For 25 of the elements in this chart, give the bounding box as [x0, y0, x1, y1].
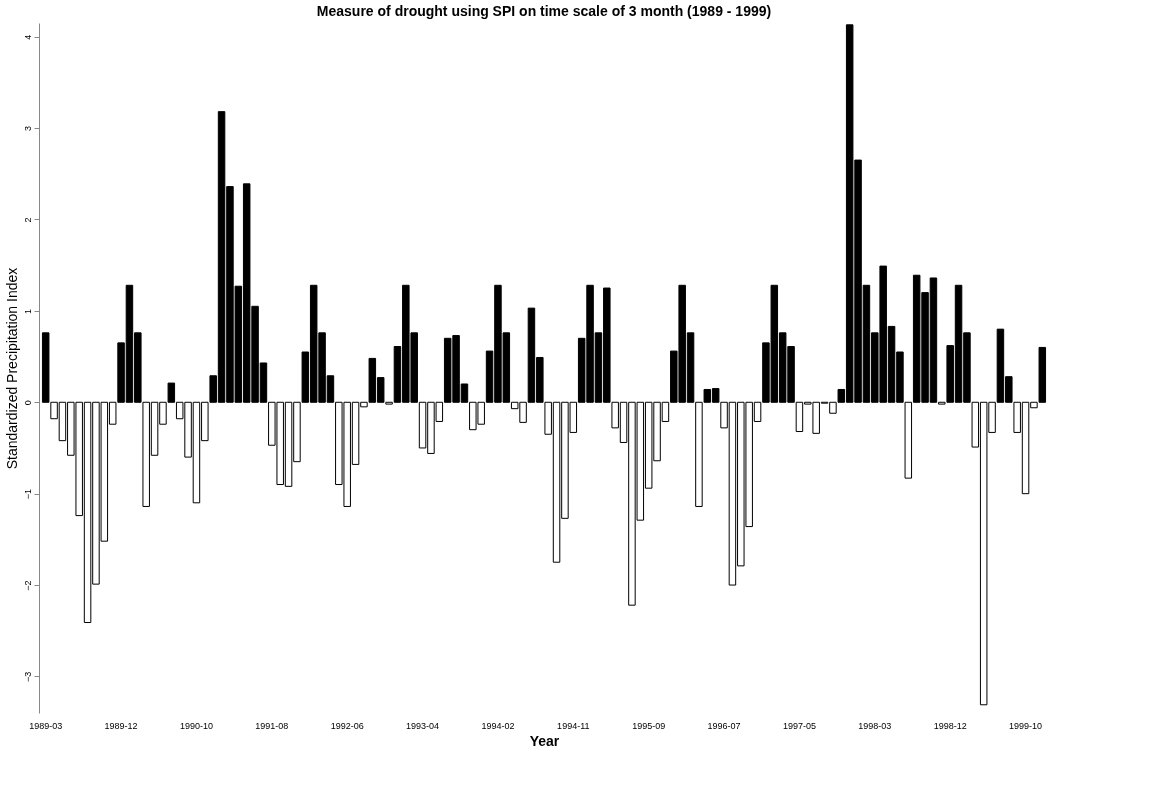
- x-tick-label: 1998-03: [858, 720, 892, 731]
- y-tick-label: 0: [22, 400, 33, 406]
- x-tick-label: 1990-10: [179, 720, 213, 731]
- chart-title: Measure of drought using SPI on time scale of 3 month (1989 - 1999): [316, 3, 772, 19]
- x-tick-label: 1998-12: [933, 720, 967, 731]
- y-tick-label: −1: [22, 489, 33, 500]
- x-tick-label: 1992-06: [330, 720, 364, 731]
- y-tick-label: −3: [22, 671, 33, 683]
- x-tick-label: 1995-09: [632, 720, 666, 731]
- x-tick-label: 1994-11: [557, 720, 590, 731]
- x-tick-label: 1994-02: [481, 720, 515, 731]
- x-tick-label: 1989-03: [29, 720, 63, 731]
- y-tick-label: 3: [22, 126, 33, 132]
- x-tick-label: 1989-12: [104, 720, 138, 731]
- x-tick-label: 1996-07: [707, 720, 741, 731]
- x-tick-label: 1993-04: [406, 720, 440, 731]
- y-tick-label: −2: [22, 580, 33, 591]
- x-tick-label: 1997-05: [782, 720, 816, 731]
- x-tick-label: 1999-10: [1009, 720, 1043, 731]
- x-axis-title: Year: [529, 732, 560, 749]
- y-axis-title: Standardized Precipitation Index: [3, 267, 20, 470]
- y-tick-label: 4: [22, 34, 33, 40]
- y-tick-label: 2: [22, 217, 33, 223]
- y-tick-label: 1: [22, 308, 33, 314]
- x-tick-label: 1991-08: [255, 720, 289, 731]
